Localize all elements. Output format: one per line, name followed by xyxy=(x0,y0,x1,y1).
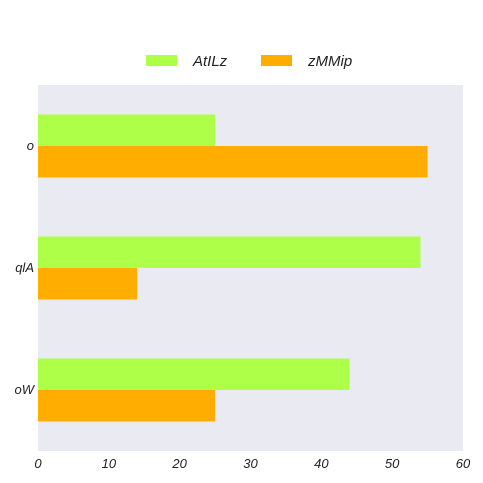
y-tick-label: qlA xyxy=(15,260,34,275)
legend-swatch xyxy=(146,55,177,66)
bars xyxy=(38,114,428,422)
bar-zMMip-oW xyxy=(38,390,216,422)
x-tick-label: 60 xyxy=(456,456,471,471)
bar-zMMip-qlA xyxy=(38,268,138,300)
x-tick-label: 10 xyxy=(102,456,117,471)
x-axis-ticks: 0 10 20 30 40 50 60 xyxy=(34,456,471,471)
y-axis-labels: o qlA oW xyxy=(15,138,36,397)
legend-label: zMMip xyxy=(307,53,352,70)
x-tick-label: 0 xyxy=(34,456,42,471)
bar-AtILz-qlA xyxy=(38,236,421,268)
bar-AtILz-oW xyxy=(38,358,350,390)
y-tick-label: oW xyxy=(15,382,36,397)
x-tick-label: 20 xyxy=(171,456,187,471)
bar-AtILz-o xyxy=(38,114,216,146)
bar-zMMip-o xyxy=(38,146,428,178)
x-tick-label: 50 xyxy=(385,456,400,471)
legend: AtILz zMMip xyxy=(146,53,352,70)
x-tick-label: 30 xyxy=(243,456,258,471)
y-tick-label: o xyxy=(27,138,34,153)
legend-swatch xyxy=(261,55,292,66)
legend-label: AtILz xyxy=(192,53,228,70)
x-tick-label: 40 xyxy=(314,456,329,471)
